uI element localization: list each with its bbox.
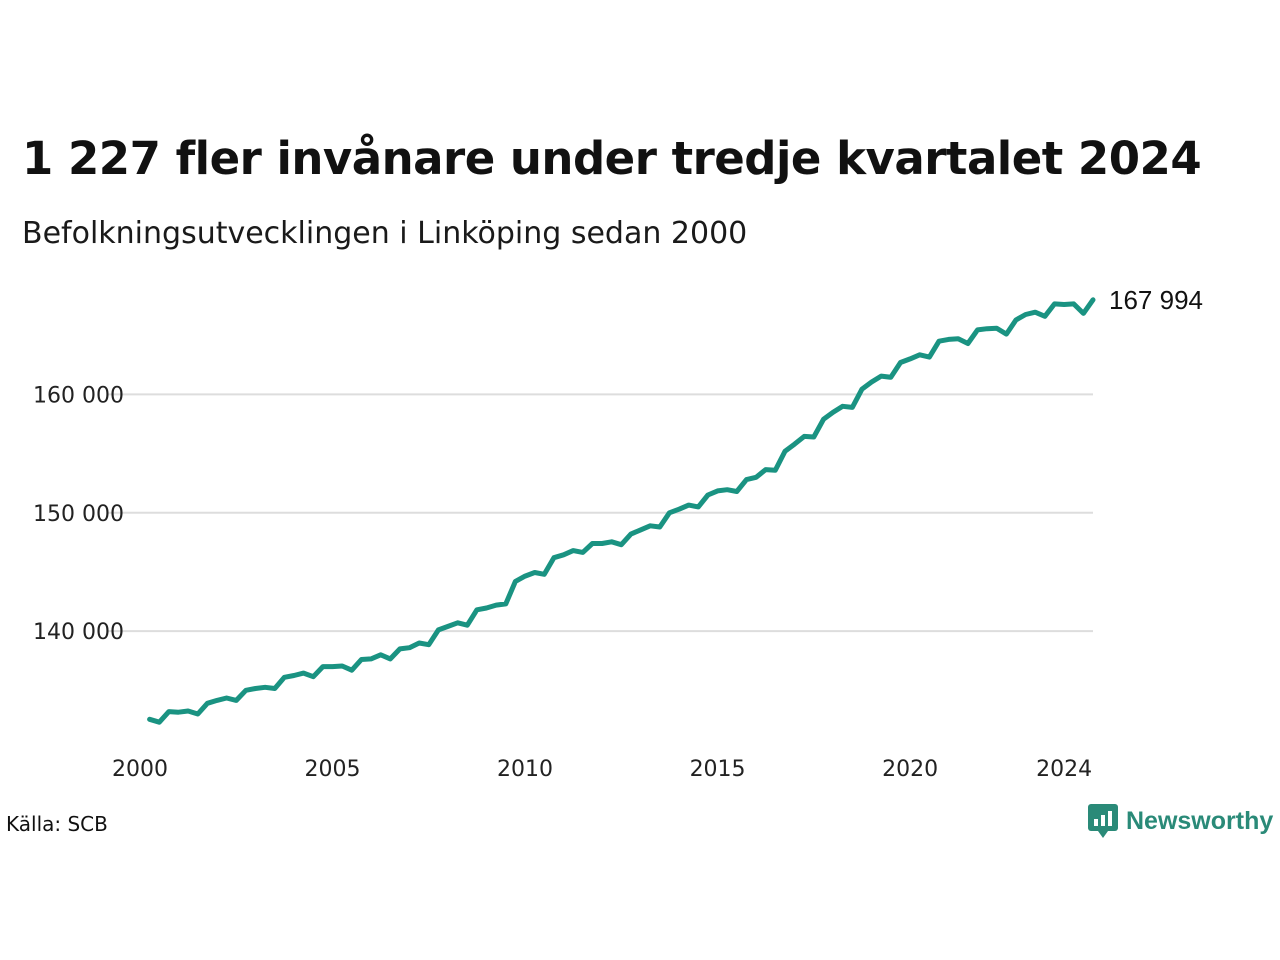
x-tick-label: 2020 xyxy=(882,757,938,782)
y-tick-label: 140 000 xyxy=(33,620,124,645)
chart-subtitle: Befolkningsutvecklingen i Linköping seda… xyxy=(22,216,748,251)
source-note: Källa: SCB xyxy=(6,812,108,836)
x-axis-ticks: 2000 2005 2010 2015 2020 2024 xyxy=(112,757,1092,782)
brand-name: Newsworthy xyxy=(1126,806,1274,835)
x-tick-label: 2010 xyxy=(497,757,553,782)
x-tick-label: 2000 xyxy=(112,757,168,782)
y-tick-label: 160 000 xyxy=(33,383,124,408)
y-axis-ticks: 140 000 150 000 160 000 xyxy=(33,383,124,645)
gridlines xyxy=(108,393,1093,633)
population-series-line xyxy=(147,297,1096,725)
end-value-label: 167 994 xyxy=(1109,285,1203,315)
newsworthy-logo-icon xyxy=(1088,804,1118,838)
y-tick-label: 150 000 xyxy=(33,502,124,527)
chart-title: 1 227 fler invånare under tredje kvartal… xyxy=(22,132,1202,185)
x-tick-label: 2015 xyxy=(690,757,746,782)
x-tick-label: 2024 xyxy=(1036,757,1092,782)
brand-logo: Newsworthy xyxy=(1088,804,1273,838)
x-tick-label: 2005 xyxy=(305,757,361,782)
